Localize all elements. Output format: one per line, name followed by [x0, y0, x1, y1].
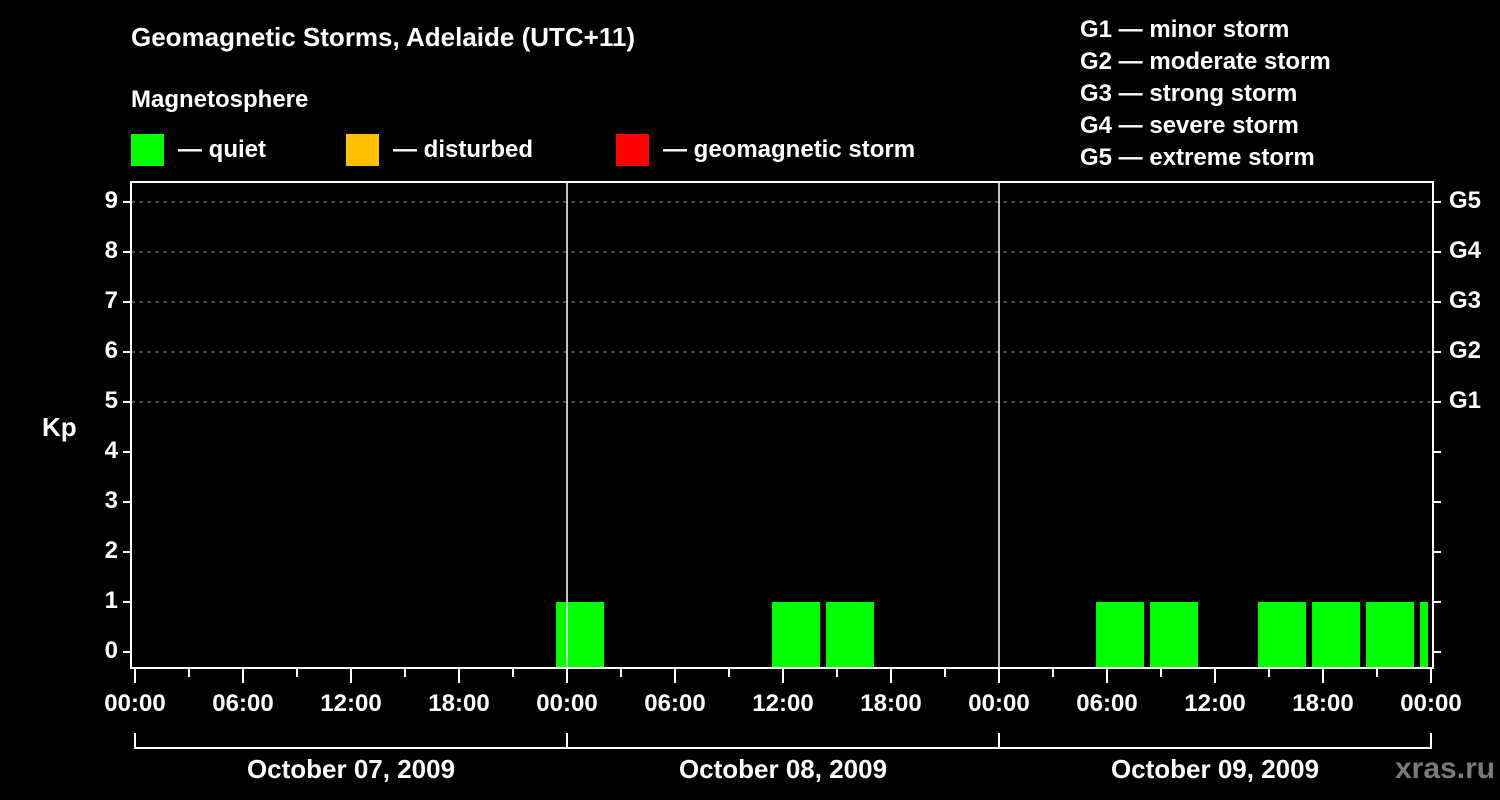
kp-bar [1150, 602, 1199, 667]
kp-bar [772, 602, 821, 667]
g4-legend: G4 — severe storm [1080, 112, 1299, 139]
g2-legend: G2 — moderate storm [1080, 48, 1331, 75]
y-tick-label: 9 [104, 187, 118, 214]
y-tick-label: 7 [104, 287, 118, 314]
y-tick-label: 6 [104, 337, 118, 364]
x-tick-label: 12:00 [1184, 690, 1246, 717]
x-tick-label: 18:00 [1292, 690, 1354, 717]
kp-bar [1096, 602, 1145, 667]
x-tick-label: 00:00 [104, 690, 166, 717]
legend-label: — quiet [178, 136, 266, 163]
g-scale-label: G1 [1449, 387, 1482, 414]
legend-label: — disturbed [393, 136, 534, 163]
y-tick-label: 3 [104, 487, 118, 514]
x-tick-label: 18:00 [428, 690, 490, 717]
date-label: October 09, 2009 [1110, 754, 1320, 784]
y-tick-label: 5 [104, 387, 118, 414]
kp-bar [556, 602, 605, 667]
g-scale-label: G3 [1449, 287, 1482, 314]
x-tick-label: 00:00 [536, 690, 598, 717]
x-tick-label: 00:00 [1400, 690, 1462, 717]
legend-item-quiet: — quiet [131, 134, 266, 166]
x-tick-label: 06:00 [1076, 690, 1138, 717]
y-tick-label: 8 [104, 237, 118, 264]
legend-title: Magnetosphere [131, 86, 309, 113]
x-tick-label: 06:00 [644, 690, 706, 717]
kp-bar [826, 602, 875, 667]
g-scale-label: G4 [1449, 237, 1482, 264]
disturbed-swatch [346, 134, 379, 166]
date-label: October 08, 2009 [678, 754, 888, 784]
storm-swatch [616, 134, 649, 166]
legend-item-storm: — geomagnetic storm [616, 134, 915, 166]
g5-legend: G5 — extreme storm [1080, 144, 1315, 171]
x-tick-label: 18:00 [860, 690, 922, 717]
legend-label: — geomagnetic storm [663, 136, 916, 163]
g-scale-label: G2 [1449, 337, 1482, 364]
g-scale-legend: G1 — minor storm G2 — moderate storm G3 … [1080, 14, 1331, 174]
g-scale-label: G5 [1449, 187, 1482, 214]
g3-legend: G3 — strong storm [1080, 80, 1298, 107]
x-tick-label: 12:00 [320, 690, 382, 717]
x-tick-label: 12:00 [752, 690, 814, 717]
legend-item-disturbed: — disturbed [346, 134, 533, 166]
quiet-swatch [131, 134, 164, 166]
kp-bar [1366, 602, 1415, 667]
y-tick-label: 4 [104, 437, 118, 464]
y-tick-label: 2 [104, 537, 118, 564]
kp-bar [1258, 602, 1307, 667]
plot-frame [130, 181, 1434, 669]
kp-bar [1420, 602, 1428, 667]
watermark: xras.ru [1395, 752, 1496, 785]
y-axis-label: Kp [42, 412, 77, 442]
y-tick-label: 0 [104, 637, 118, 664]
date-label: October 07, 2009 [246, 754, 456, 784]
kp-bar [1312, 602, 1361, 667]
y-tick-label: 1 [104, 587, 118, 614]
g1-legend: G1 — minor storm [1080, 16, 1290, 43]
x-tick-label: 06:00 [212, 690, 274, 717]
x-tick-label: 00:00 [968, 690, 1030, 717]
chart-title: Geomagnetic Storms, Adelaide (UTC+11) [131, 22, 636, 52]
